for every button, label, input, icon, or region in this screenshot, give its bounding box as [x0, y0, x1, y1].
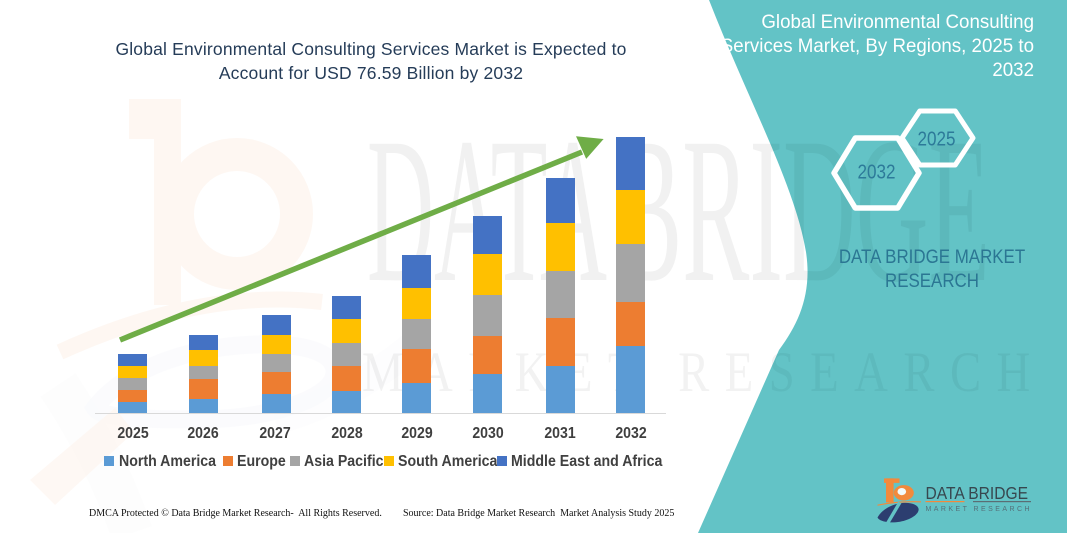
svg-text:DATA BRIDGE: DATA BRIDGE — [926, 483, 1029, 503]
svg-text:2032: 2032 — [858, 161, 896, 184]
svg-text:2025: 2025 — [918, 129, 956, 151]
svg-text:MARKET RESEARCH: MARKET RESEARCH — [926, 506, 1030, 513]
